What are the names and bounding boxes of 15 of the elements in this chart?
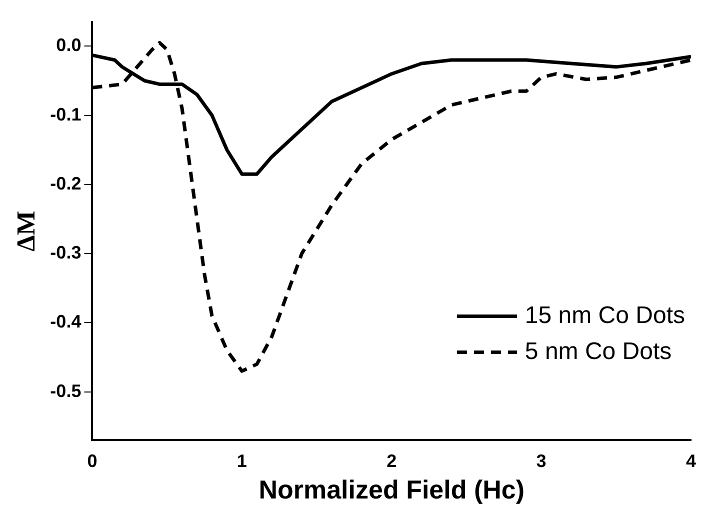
x-tick-label: 2	[386, 450, 397, 471]
y-axis-title: ΔM	[11, 210, 40, 252]
x-axis-title: Normalized Field (Hc)	[258, 474, 525, 505]
legend-label: 15 nm Co Dots	[524, 302, 686, 329]
y-tick-label: -0.1	[50, 104, 82, 124]
x-tick-label: 3	[536, 450, 546, 471]
x-tick-label: 0	[87, 450, 98, 471]
legend-label: 5 nm Co Dots	[524, 338, 672, 365]
y-tick-label: 0.0	[56, 35, 82, 56]
x-tick-label: 1	[236, 450, 247, 471]
y-tick-label: -0.2	[50, 173, 82, 194]
x-tick-label: 4	[686, 450, 696, 471]
y-tick-label: -0.3	[50, 242, 82, 263]
y-tick-label: -0.5	[50, 380, 82, 401]
y-tick-label: -0.4	[50, 312, 82, 332]
